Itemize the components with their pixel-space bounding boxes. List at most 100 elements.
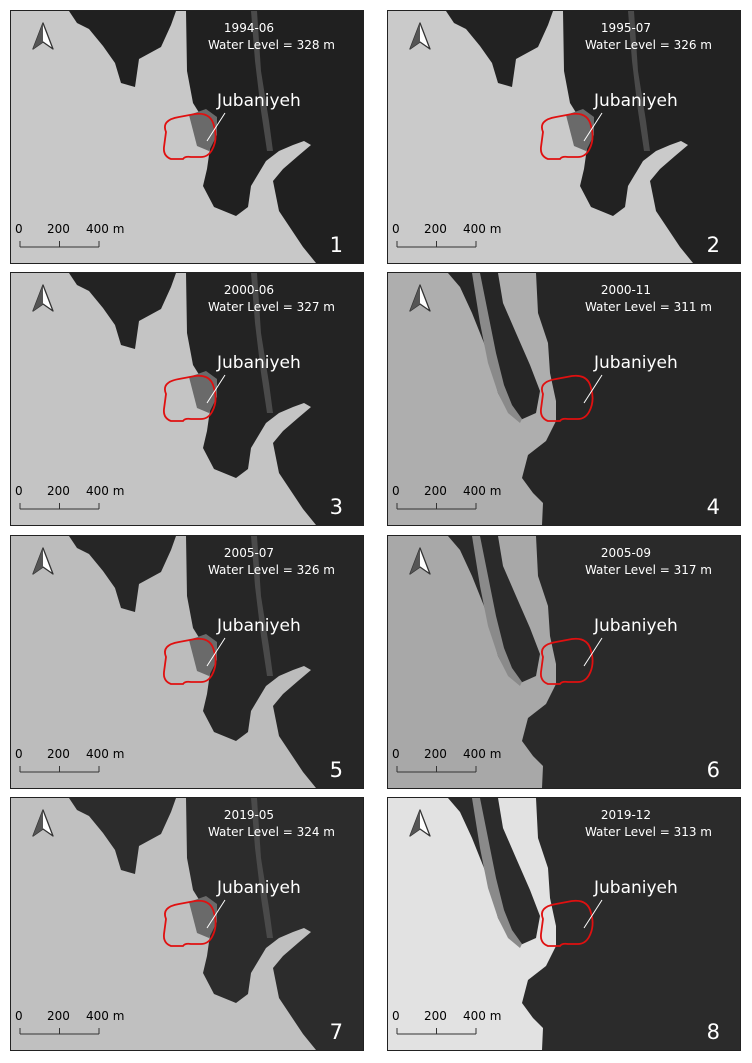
map-panel-3: 2000-06 Water Level = 327 m Jubaniyeh 0 200 4… — [10, 272, 364, 526]
satellite-image — [11, 798, 363, 1050]
north-arrow-icon — [409, 22, 431, 50]
map-panel-6: 2005-09 Water Level = 317 m Jubaniyeh 0 200 4… — [387, 535, 741, 789]
label-leader-line — [206, 899, 226, 929]
scale-bar-label: 200 — [47, 1009, 70, 1023]
scale-bar-label: 200 — [47, 222, 70, 236]
exposed-ridge — [189, 109, 217, 151]
panel-number: 8 — [706, 1020, 720, 1044]
land-area — [11, 273, 316, 525]
acquisition-date: 2005-07 — [223, 546, 275, 560]
label-leader-line — [206, 112, 226, 142]
panel-number: 7 — [329, 1020, 343, 1044]
scale-bar-label: 200 — [424, 222, 447, 236]
north-arrow-icon — [32, 22, 54, 50]
north-arrow-icon — [409, 547, 431, 575]
scale-bar-label: 0 — [15, 484, 23, 498]
land-area — [11, 798, 316, 1050]
site-name-label: Jubaniyeh — [594, 616, 678, 636]
site-name-label: Jubaniyeh — [217, 353, 301, 373]
acquisition-date: 2019-12 — [600, 808, 652, 822]
acquisition-date: 2000-06 — [223, 283, 275, 297]
land-area — [388, 273, 556, 525]
scale-bar — [396, 241, 477, 248]
label-leader-line — [583, 374, 603, 404]
scale-bar-label: 400 m — [463, 747, 502, 761]
label-leader-line — [583, 637, 603, 667]
scale-bar — [19, 1028, 100, 1035]
land-area — [388, 536, 556, 788]
inlet — [251, 273, 273, 413]
land-area — [388, 798, 556, 1050]
river-channel — [472, 536, 522, 686]
water-level-label: Water Level = 328 m — [207, 38, 335, 52]
north-arrow-icon — [409, 284, 431, 312]
site-outline — [162, 637, 217, 685]
scale-bar-label: 0 — [392, 484, 400, 498]
satellite-image — [11, 536, 363, 788]
scale-bar — [396, 503, 477, 510]
scale-bar-label: 0 — [15, 222, 23, 236]
river-channel — [472, 798, 522, 948]
site-outline — [539, 637, 594, 685]
north-arrow-icon — [32, 547, 54, 575]
inlet — [251, 11, 273, 151]
site-name-label: Jubaniyeh — [594, 353, 678, 373]
water-level-label: Water Level = 311 m — [584, 300, 712, 314]
water-level-label: Water Level = 327 m — [207, 300, 335, 314]
site-outline — [162, 112, 217, 160]
panel-number: 6 — [706, 758, 720, 782]
exposed-ridge — [189, 371, 217, 413]
land-area — [11, 536, 316, 788]
map-panel-8: 2019-12 Water Level = 313 m Jubaniyeh 0 200 4… — [387, 797, 741, 1051]
site-name-label: Jubaniyeh — [594, 878, 678, 898]
exposed-ridge — [189, 634, 217, 676]
label-leader-line — [583, 899, 603, 929]
label-leader-line — [583, 112, 603, 142]
scale-bar-label: 0 — [15, 1009, 23, 1023]
scale-bar-label: 0 — [392, 747, 400, 761]
scale-bar-label: 0 — [392, 1009, 400, 1023]
panel-number: 4 — [706, 495, 720, 519]
panel-number: 3 — [329, 495, 343, 519]
scale-bar-label: 400 m — [463, 484, 502, 498]
site-name-label: Jubaniyeh — [217, 616, 301, 636]
panel-number: 2 — [706, 233, 720, 257]
map-panel-7: 2019-05 Water Level = 324 m Jubaniyeh 0 200 4… — [10, 797, 364, 1051]
scale-bar — [396, 766, 477, 773]
satellite-image — [388, 536, 740, 788]
satellite-image — [388, 798, 740, 1050]
acquisition-date: 2000-11 — [600, 283, 652, 297]
exposed-ridge — [189, 896, 217, 938]
acquisition-date: 1994-06 — [223, 21, 275, 35]
inlet — [251, 798, 273, 938]
map-panel-4: 2000-11 Water Level = 311 m Jubaniyeh 0 200 4… — [387, 272, 741, 526]
map-panel-2: 1995-07 Water Level = 326 m Jubaniyeh 0 200 4… — [387, 10, 741, 264]
scale-bar-label: 200 — [47, 747, 70, 761]
acquisition-date: 2005-09 — [600, 546, 652, 560]
label-leader-line — [206, 637, 226, 667]
water-level-label: Water Level = 317 m — [584, 563, 712, 577]
scale-bar-label: 200 — [424, 1009, 447, 1023]
north-arrow-icon — [32, 284, 54, 312]
scale-bar — [19, 241, 100, 248]
scale-bar — [19, 766, 100, 773]
water-level-label: Water Level = 324 m — [207, 825, 335, 839]
inlet — [628, 11, 650, 151]
scale-bar-label: 400 m — [86, 484, 125, 498]
scale-bar-label: 200 — [424, 484, 447, 498]
scale-bar — [396, 1028, 477, 1035]
site-outline — [162, 374, 217, 422]
satellite-image — [388, 273, 740, 525]
scale-bar-label: 400 m — [463, 222, 502, 236]
water-level-label: Water Level = 313 m — [584, 825, 712, 839]
acquisition-date: 1995-07 — [600, 21, 652, 35]
label-leader-line — [206, 374, 226, 404]
scale-bar-label: 400 m — [86, 1009, 125, 1023]
panel-number: 5 — [329, 758, 343, 782]
map-panel-5: 2005-07 Water Level = 326 m Jubaniyeh 0 200 4… — [10, 535, 364, 789]
site-name-label: Jubaniyeh — [217, 878, 301, 898]
scale-bar — [19, 503, 100, 510]
inlet — [251, 536, 273, 676]
north-arrow-icon — [409, 809, 431, 837]
land-area — [388, 11, 693, 263]
